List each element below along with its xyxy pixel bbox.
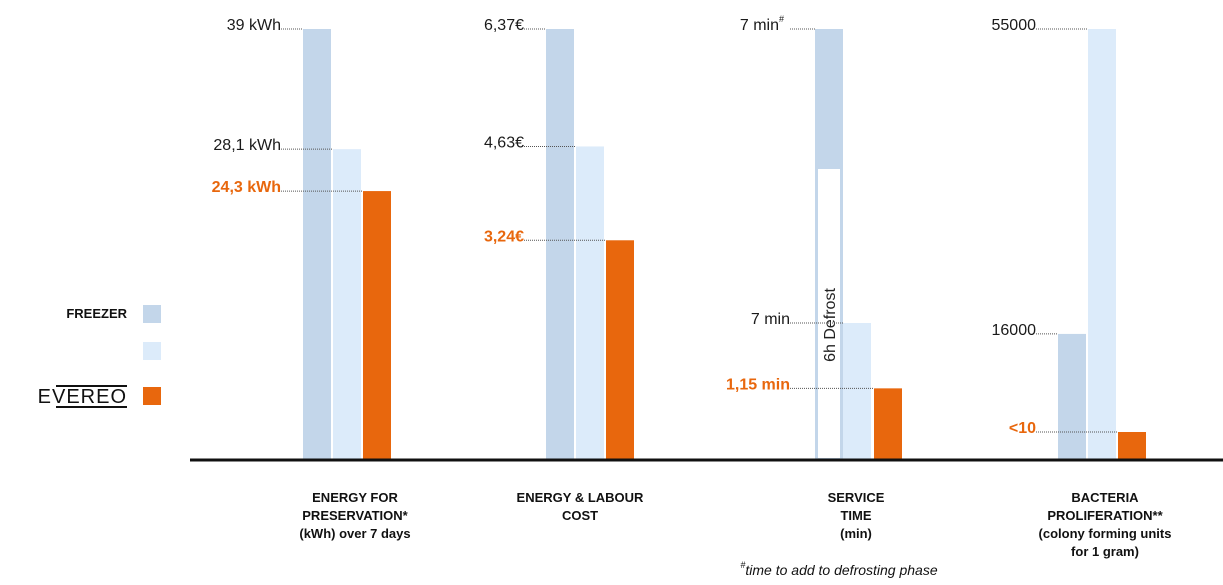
bar-2-3 (606, 240, 634, 459)
legend-swatch (143, 342, 161, 360)
value-labels: 39 kWh 28,1 kWh 24,3 kWh 6,37€ 4,63€ 3,24€ 7 m… (212, 14, 1118, 437)
bar-1-1 (303, 29, 331, 459)
bar-2-2 (576, 146, 604, 459)
value-label: 39 kWh (227, 17, 281, 34)
category-label: COST (562, 508, 598, 523)
value-label: <10 (1009, 420, 1036, 437)
value-label: 7 min# (740, 14, 784, 34)
category-labels: ENERGY FOR PRESERVATION* (kWh) over 7 days… (299, 490, 1171, 578)
value-label: 16000 (992, 322, 1037, 339)
category-label: PRESERVATION* (302, 508, 408, 523)
category-label: ENERGY FOR (312, 490, 398, 505)
category-label: ENERGY & LABOUR (517, 490, 644, 505)
category-label: PROLIFERATION** (1047, 508, 1163, 523)
footnote-mark: # (740, 560, 746, 570)
bar-4-1 (1058, 333, 1086, 459)
value-label: 7 min (751, 311, 790, 328)
bar-2-1 (546, 29, 574, 459)
value-label: 3,24€ (484, 228, 524, 245)
value-label: 24,3 kWh (212, 179, 281, 196)
bars: 6h Defrost (303, 29, 1146, 460)
category-label: (colony forming units (1039, 526, 1172, 541)
bar-4-2 (1088, 29, 1116, 459)
footnote-text: time to add to defrosting phase (745, 562, 937, 578)
bar-4-3 (1118, 432, 1146, 459)
category-label: BACTERIA (1071, 490, 1139, 505)
category-label: for 1 gram) (1071, 544, 1139, 559)
category-label: SERVICE (828, 490, 885, 505)
legend-swatch (143, 387, 161, 405)
footnote: #time to add to defrosting phase (740, 560, 937, 578)
value-label: 6,37€ (484, 17, 524, 34)
bar-3-3 (874, 388, 902, 459)
category-label: (min) (840, 526, 872, 541)
footnote-mark: # (779, 14, 784, 24)
bar-1-2 (333, 149, 361, 459)
category-label: (kWh) over 7 days (299, 526, 410, 541)
value-label: 28,1 kWh (213, 137, 281, 154)
everereo-logo: EVEREO (38, 386, 127, 408)
category-label: TIME (840, 508, 871, 523)
value-label: 4,63€ (484, 134, 524, 151)
defrost-label: 6h Defrost (822, 288, 839, 362)
legend: FREEZER EVEREO (38, 305, 161, 408)
legend-swatch (143, 305, 161, 323)
legend-label: FREEZER (66, 306, 127, 321)
value-label: 55000 (992, 17, 1037, 34)
bar-1-3 (363, 191, 391, 460)
value-label: 1,15 min (726, 376, 790, 393)
bar-3-2 (843, 323, 871, 459)
defrost-bar (816, 167, 842, 460)
